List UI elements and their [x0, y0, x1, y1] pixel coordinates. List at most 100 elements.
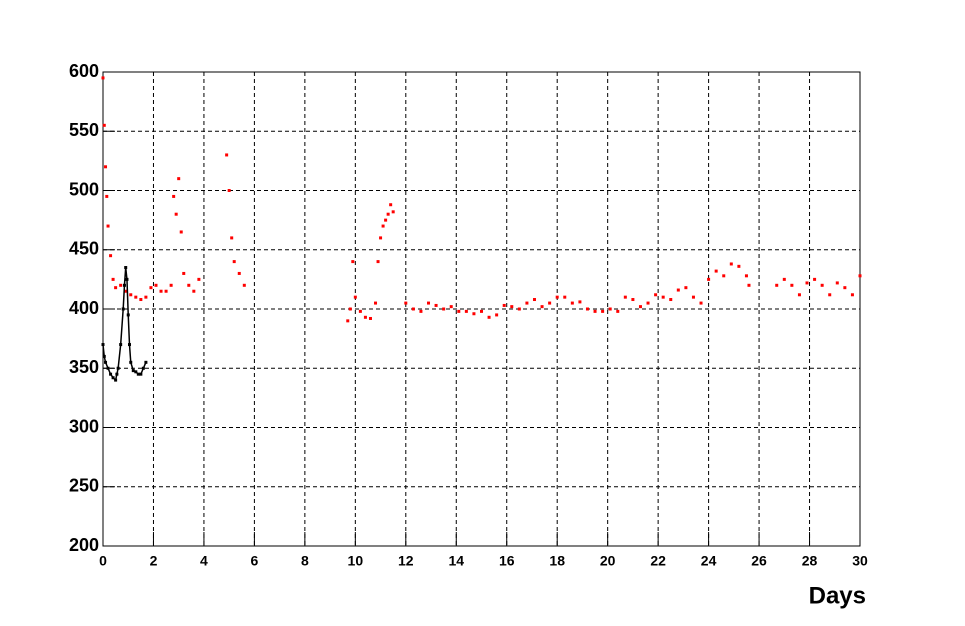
y-tick-label: 450	[69, 239, 99, 259]
data-point	[114, 378, 118, 382]
y-tick-label: 350	[69, 357, 99, 377]
x-tick-label: 20	[600, 552, 616, 568]
data-point	[820, 283, 824, 287]
data-point	[782, 277, 786, 281]
data-point	[149, 286, 153, 290]
x-tick-label: 30	[852, 552, 868, 568]
data-point	[121, 307, 125, 311]
plot-frame	[102, 71, 861, 547]
data-point	[381, 224, 385, 228]
x-tick-label: 6	[251, 552, 259, 568]
x-tick-label: 8	[301, 552, 309, 568]
data-point	[111, 277, 115, 281]
data-point	[351, 260, 355, 264]
data-point	[517, 307, 521, 311]
y-tick-label: 500	[69, 179, 99, 199]
data-point	[106, 366, 110, 370]
data-point	[540, 305, 544, 309]
data-point	[676, 288, 680, 292]
x-tick-label: 24	[701, 552, 717, 568]
data-point	[747, 283, 751, 287]
data-point	[346, 319, 350, 323]
data-point	[707, 277, 711, 281]
data-point	[578, 300, 582, 304]
data-point	[197, 277, 201, 281]
data-point	[114, 286, 118, 290]
data-point	[129, 360, 133, 364]
data-point	[427, 301, 431, 305]
data-point	[858, 274, 862, 278]
data-point	[182, 271, 186, 275]
data-point	[601, 309, 605, 313]
data-point	[646, 301, 650, 305]
data-point	[472, 312, 476, 316]
data-point	[379, 236, 383, 240]
data-point	[616, 309, 620, 313]
data-point	[124, 289, 128, 293]
data-point	[532, 298, 536, 302]
x-tick-label: 26	[751, 552, 767, 568]
data-point	[813, 277, 817, 281]
x-tick-label: 0	[99, 552, 107, 568]
data-point	[638, 305, 642, 309]
data-point	[122, 283, 126, 287]
data-point	[242, 283, 246, 287]
data-point	[797, 293, 801, 297]
x-tick-label: 28	[802, 552, 818, 568]
data-point	[386, 212, 390, 216]
data-point	[850, 293, 854, 297]
data-point	[141, 366, 145, 370]
x-tick-label: 16	[499, 552, 515, 568]
data-point	[126, 313, 130, 317]
data-point	[389, 203, 393, 207]
data-point	[729, 262, 733, 266]
data-point	[174, 212, 178, 216]
y-tick-label: 200	[69, 535, 99, 555]
data-point	[495, 313, 499, 317]
data-point	[109, 372, 113, 376]
data-point	[136, 372, 140, 376]
data-point	[353, 295, 357, 299]
data-point	[111, 376, 115, 380]
data-point	[179, 230, 183, 234]
x-tick-label: 12	[398, 552, 414, 568]
data-point	[144, 295, 148, 299]
data-point	[464, 309, 468, 313]
data-point	[699, 301, 703, 305]
data-point	[119, 283, 123, 287]
y-tick-label: 300	[69, 416, 99, 436]
data-point	[384, 218, 388, 222]
y-tick-label: 400	[69, 298, 99, 318]
x-tick-label: 14	[448, 552, 464, 568]
data-point	[376, 260, 380, 264]
data-point	[555, 295, 559, 299]
data-point	[442, 307, 446, 311]
data-point	[419, 309, 423, 313]
data-point	[139, 298, 143, 302]
x-tick-label: 2	[150, 552, 158, 568]
data-point	[548, 301, 552, 305]
data-point	[116, 366, 120, 370]
data-point	[177, 177, 181, 181]
data-point	[227, 189, 231, 192]
data-point	[654, 293, 658, 297]
x-tick-label: 18	[549, 552, 565, 568]
data-point	[722, 274, 726, 278]
data-point	[109, 254, 113, 258]
x-axis-label: Days	[809, 582, 866, 609]
data-point	[805, 281, 809, 285]
data-point	[411, 307, 415, 311]
data-point	[404, 301, 408, 305]
data-point	[192, 289, 196, 293]
data-point	[744, 274, 748, 278]
data-point	[144, 360, 148, 364]
data-point	[669, 298, 673, 302]
data-point	[115, 372, 119, 376]
data-point	[104, 360, 108, 364]
data-point	[101, 76, 105, 80]
data-point	[131, 369, 135, 373]
data-point	[457, 309, 461, 313]
data-point	[563, 295, 567, 299]
data-point	[843, 286, 847, 290]
